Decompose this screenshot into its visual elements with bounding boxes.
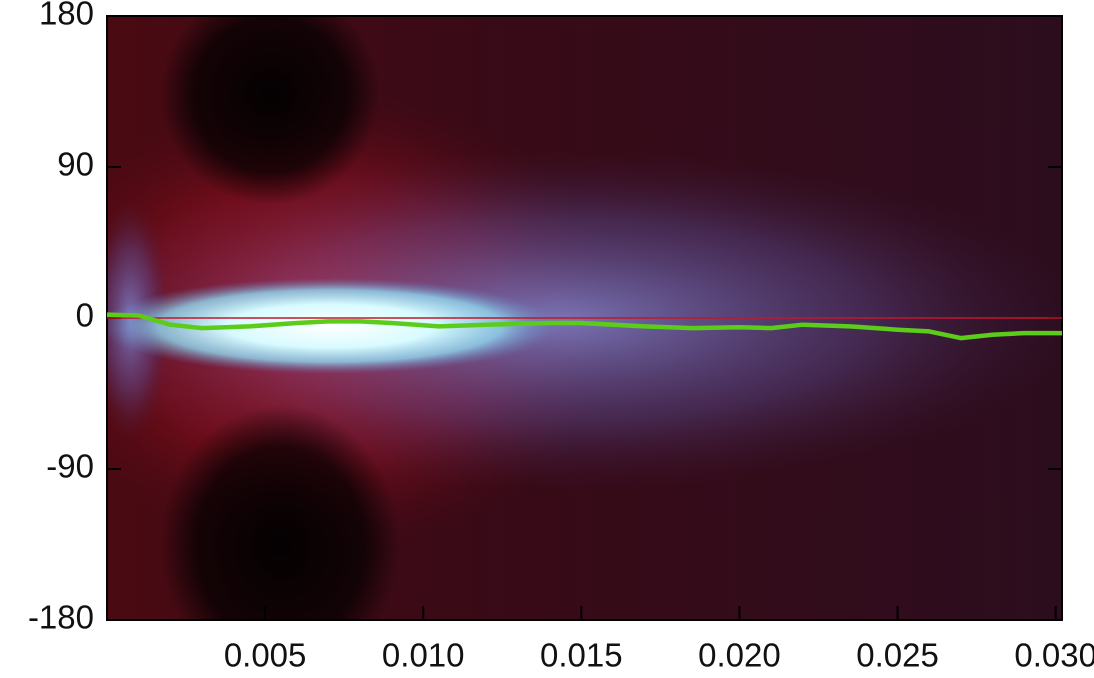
heatmap bbox=[107, 16, 1062, 620]
y-tick-label: 90 bbox=[57, 146, 94, 183]
x-tick-label: 0.005 bbox=[224, 637, 307, 674]
y-tick-label: 0 bbox=[76, 297, 94, 334]
y-tick-label: 180 bbox=[39, 0, 94, 32]
y-tick-label: -180 bbox=[28, 599, 94, 636]
y-tick-label: -90 bbox=[46, 448, 94, 485]
x-tick-label: 0.015 bbox=[540, 637, 623, 674]
x-tick-label: 0.010 bbox=[382, 637, 465, 674]
x-tick-label: 0.030 bbox=[1014, 637, 1094, 674]
data-line bbox=[107, 312, 1062, 341]
x-tick-label: 0.020 bbox=[698, 637, 781, 674]
x-tick-label: 0.025 bbox=[856, 637, 939, 674]
